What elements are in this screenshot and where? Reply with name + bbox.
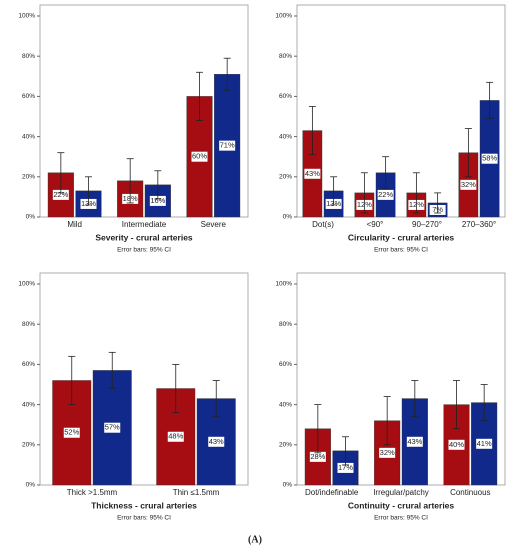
y-tick-label: 20% — [279, 174, 292, 181]
value-label: 22% — [378, 190, 393, 199]
y-tick-label: 80% — [22, 321, 35, 328]
y-tick-label: 60% — [22, 361, 35, 368]
value-label-bg — [149, 195, 166, 206]
value-label-bg — [379, 447, 396, 458]
x-tick-label: <90° — [367, 220, 384, 229]
y-tick-label: 100% — [18, 13, 35, 20]
y-tick-label: 20% — [22, 442, 35, 449]
x-tick-label: Thin ≤1.5mm — [173, 488, 220, 497]
y-tick-label: 80% — [279, 53, 292, 60]
value-label-bg — [52, 189, 69, 200]
value-label-bg — [406, 436, 423, 447]
value-label: 16% — [150, 196, 165, 205]
x-tick-label: Mild — [67, 220, 82, 229]
x-tick-label: Irregular/patchy — [373, 488, 429, 497]
x-tick-label: 90–270° — [412, 220, 442, 229]
panel: 0%20%40%60%80%100%Dot(s)43%13%<90°12%22%… — [275, 4, 506, 254]
y-tick-label: 0% — [283, 482, 293, 489]
y-tick-label: 100% — [275, 281, 292, 288]
value-label-bg — [309, 451, 326, 462]
x-tick-label: Dot(s) — [312, 220, 334, 229]
value-label-bg — [481, 153, 498, 164]
y-tick-label: 100% — [275, 13, 292, 20]
x-tick-label: Severe — [201, 220, 227, 229]
x-tick-label: Thick >1.5mm — [67, 488, 118, 497]
y-tick-label: 60% — [22, 93, 35, 100]
value-label-bg — [304, 168, 321, 179]
y-tick-label: 20% — [22, 174, 35, 181]
value-label-bg — [208, 436, 225, 447]
value-label: 60% — [192, 152, 207, 161]
y-tick-label: 40% — [279, 401, 292, 408]
y-tick-label: 80% — [279, 321, 292, 328]
y-tick-label: 80% — [22, 53, 35, 60]
value-label-bg — [219, 140, 236, 151]
value-label-bg — [191, 151, 208, 162]
value-label: 48% — [168, 432, 183, 441]
y-tick-label: 40% — [22, 133, 35, 140]
y-tick-label: 60% — [279, 93, 292, 100]
plot-frame — [39, 272, 249, 486]
value-label: 57% — [105, 423, 120, 432]
panel: 0%20%40%60%80%100%Mild22%13%Intermediate… — [18, 4, 249, 254]
chart-title: Continuity - crural arteries — [348, 500, 455, 510]
value-label: 41% — [477, 439, 492, 448]
chart-title: Thickness - crural arteries — [91, 500, 197, 510]
value-label: 58% — [482, 154, 497, 163]
chart-note: Error bars: 95% CI — [117, 247, 171, 254]
value-label-bg — [448, 439, 465, 450]
value-label: 40% — [449, 440, 464, 449]
plot-frame — [296, 4, 506, 218]
value-label: 22% — [53, 190, 68, 199]
value-label-bg — [337, 462, 354, 473]
plot-frame — [39, 4, 249, 218]
value-label: 32% — [380, 448, 395, 457]
y-tick-label: 100% — [18, 281, 35, 288]
chart-title: Circularity - crural arteries — [348, 232, 455, 242]
x-tick-label: Dot/indefinable — [305, 488, 359, 497]
value-label-bg — [377, 189, 394, 200]
panel: 0% 20% 40% 60% 80% 100% Thick >1.5mm 52% 57% Thin… — [18, 272, 249, 522]
value-label: 32% — [461, 180, 476, 189]
value-label: 17% — [338, 463, 353, 472]
value-label: 43% — [305, 169, 320, 178]
chart-note: Error bars: 95% CI — [374, 515, 428, 522]
value-label: 43% — [407, 437, 422, 446]
y-tick-label: 40% — [279, 133, 292, 140]
value-label-bg — [63, 427, 80, 438]
plot-frame — [296, 272, 506, 486]
value-label: 52% — [64, 428, 79, 437]
value-label: 43% — [209, 437, 224, 446]
value-label-bg — [104, 422, 121, 433]
y-tick-label: 0% — [26, 482, 36, 489]
x-tick-label: Continuous — [450, 488, 490, 497]
y-tick-label: 40% — [22, 401, 35, 408]
caption: (A) — [248, 534, 262, 545]
value-label-bg — [476, 438, 493, 449]
chart-title: Severity - crural arteries — [95, 232, 193, 242]
chart-note: Error bars: 95% CI — [374, 247, 428, 254]
value-label: 28% — [310, 452, 325, 461]
value-label: 71% — [220, 141, 235, 150]
value-label-bg — [460, 179, 477, 190]
x-tick-label: 270–360° — [462, 220, 496, 229]
chart-note: Error bars: 95% CI — [117, 515, 171, 522]
value-label-bg — [167, 431, 184, 442]
panel: 0% 20% 40% 60% 80% 100% Dot/indefinable 28% 17% I… — [275, 272, 506, 522]
y-tick-label: 0% — [26, 214, 36, 221]
y-tick-label: 0% — [283, 214, 293, 221]
y-tick-label: 60% — [279, 361, 292, 368]
y-tick-label: 20% — [279, 442, 292, 449]
x-tick-label: Intermediate — [122, 220, 167, 229]
